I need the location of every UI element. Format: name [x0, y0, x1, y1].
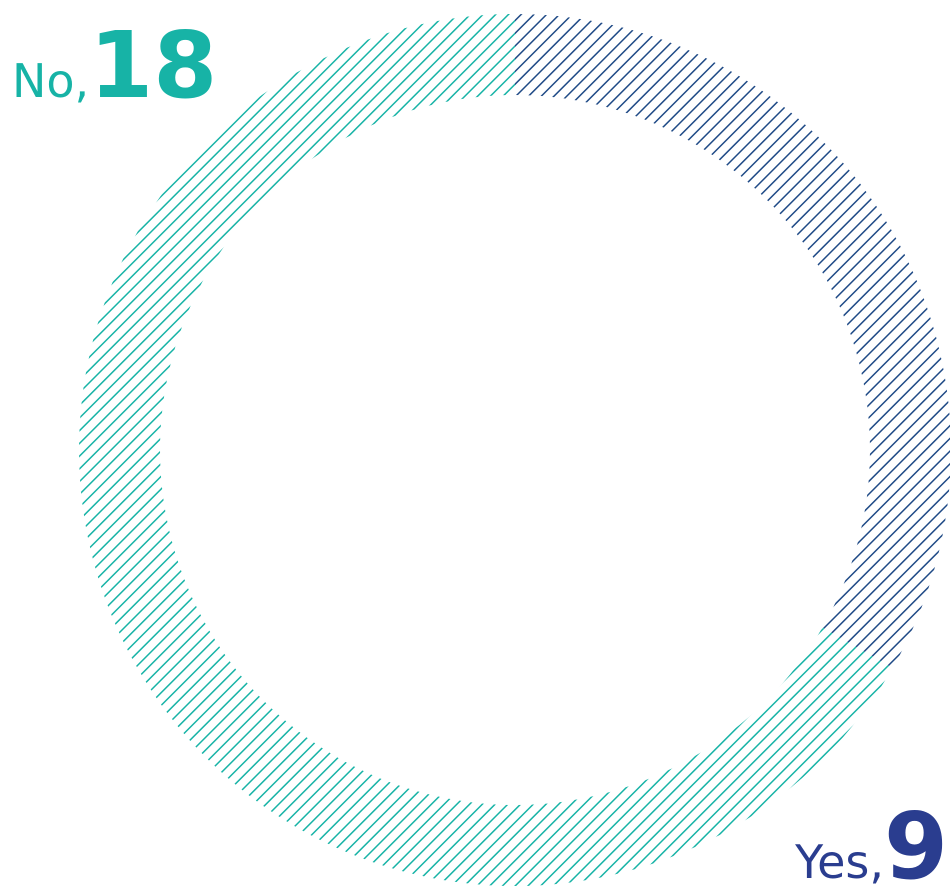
labels: No,18 Yes,9: [12, 12, 948, 890]
slice-label-name: Yes,: [794, 835, 884, 889]
slice-label-value: 9: [884, 793, 948, 890]
slice: [515, 14, 950, 668]
slices: [79, 14, 950, 886]
slice-label-value: 18: [89, 12, 217, 119]
slice-label: Yes,9: [794, 793, 948, 890]
slice-label-name: No,: [12, 54, 89, 108]
slice-label: No,18: [12, 12, 217, 119]
